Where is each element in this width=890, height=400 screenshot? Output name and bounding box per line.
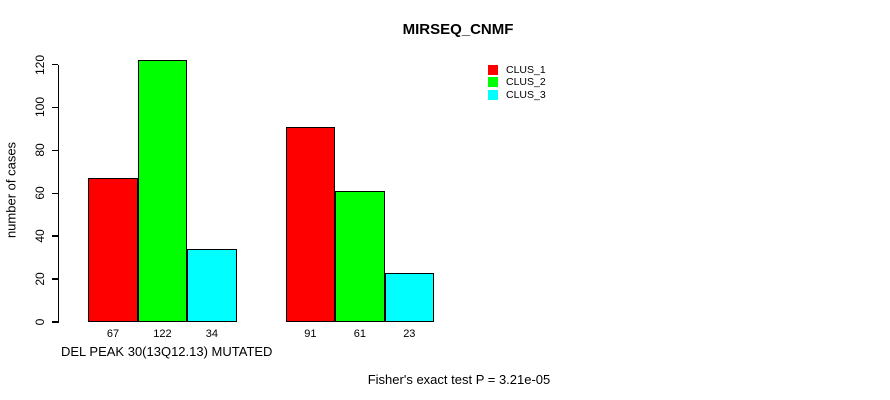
bar-clus_2-group2 (335, 191, 385, 322)
y-axis-tick-label: 100 (33, 97, 47, 118)
legend-row-clus-3: CLUS_3 (488, 89, 546, 101)
y-axis-line (57, 64, 59, 324)
y-axis-tick (51, 192, 58, 194)
y-axis-tick (51, 235, 58, 237)
legend-label-clus-1: CLUS_1 (506, 64, 546, 77)
bar-value-label: 34 (205, 328, 219, 340)
y-axis-tick-label: 60 (33, 186, 47, 200)
y-axis-tick (51, 106, 58, 109)
bar-clus_2-group1 (137, 60, 188, 322)
chart-title: MIRSEQ_CNMF (402, 21, 514, 38)
y-axis-tick (51, 63, 58, 66)
y-axis-tick-label: 0 (33, 318, 47, 326)
bar-value-label: 23 (403, 328, 416, 340)
fisher-test-annotation: Fisher's exact test P = 3.21e-05 (367, 372, 551, 387)
x-axis-label: DEL PEAK 30(13Q12.13) MUTATED (61, 344, 273, 359)
legend-swatch-clus-2-icon (488, 77, 498, 88)
bar-value-label: 91 (304, 328, 317, 340)
y-axis-label: number of cases (3, 141, 19, 239)
legend-label-clus-2: CLUS_2 (506, 76, 546, 89)
y-axis-tick-label: 80 (33, 143, 47, 158)
bar-value-label: 61 (353, 328, 366, 340)
legend-row-clus-2: CLUS_2 (488, 76, 546, 88)
legend-swatch-clus-3-icon (488, 89, 498, 100)
y-axis-tick-label: 120 (33, 54, 47, 75)
bar-clus_3-group1 (187, 249, 237, 322)
legend-row-clus-1: CLUS_1 (488, 64, 546, 76)
y-axis-tick (51, 278, 58, 280)
y-axis-tick-label: 40 (33, 229, 47, 243)
bar-clus_1-group1 (88, 178, 138, 322)
bar-clus_1-group2 (285, 126, 336, 322)
y-axis-tick (51, 321, 58, 323)
bar-clus_3-group2 (384, 272, 435, 322)
y-axis-tick-label: 20 (33, 272, 47, 286)
y-axis-tick (51, 149, 58, 152)
legend-swatch-clus-1-icon (488, 65, 498, 76)
legend: CLUS_1 CLUS_2 CLUS_3 (488, 64, 546, 101)
bar-value-label: 67 (106, 328, 120, 340)
bar-value-label: 122 (153, 328, 172, 340)
legend-label-clus-3: CLUS_3 (506, 88, 546, 101)
